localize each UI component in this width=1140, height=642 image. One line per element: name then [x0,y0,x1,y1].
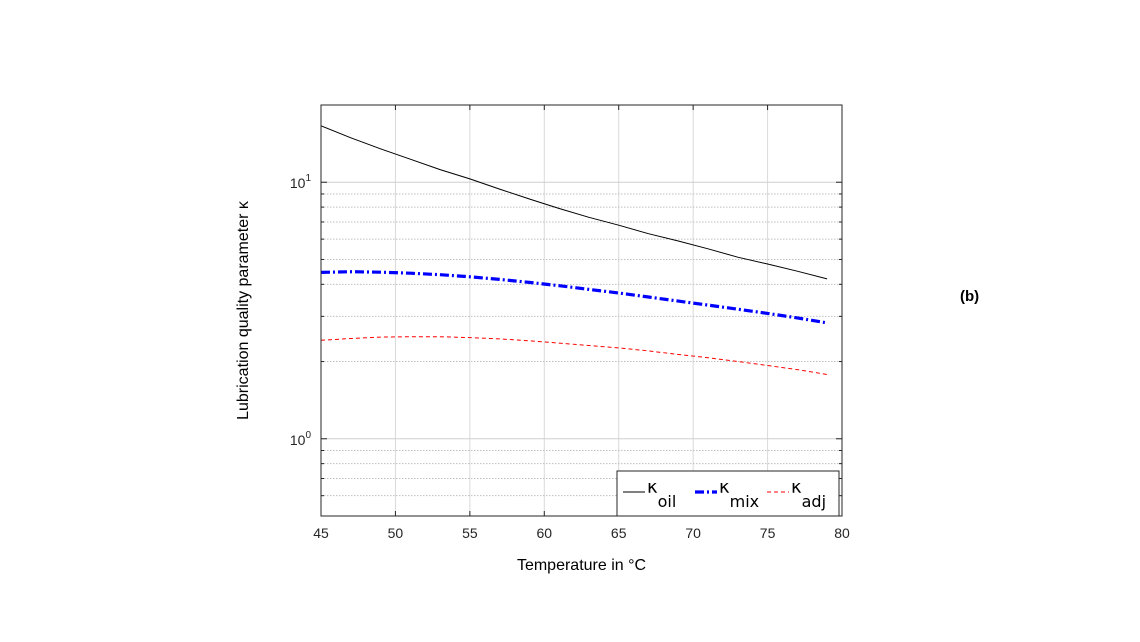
x-tick-label: 75 [760,525,776,541]
axes-frame [320,104,843,517]
y-tick-label: 101 [290,173,312,191]
x-tick-label: 80 [834,525,850,541]
grid-lines [320,104,843,517]
x-tick-label: 55 [462,525,478,541]
x-axis-label: Temperature in °C [517,557,646,574]
legend-label-adj: κadj [791,477,826,511]
x-tick-label: 60 [536,525,552,541]
series-line-oil [320,125,828,280]
axis-ticks: 45 50 55 60 65 70 75 80 100 101 [290,104,850,541]
x-tick-label: 45 [313,525,329,541]
x-tick-label: 50 [388,525,404,541]
legend-box [616,470,840,517]
series-lines [320,125,828,375]
x-tick-label: 70 [685,525,701,541]
legend-label-oil: κoil [647,477,676,511]
series-line-adj [320,336,828,375]
y-axis-label: Lubrication quality parameter κ [235,200,252,420]
legend: κoil κmix κadj [616,470,840,517]
legend-label-mix: κmix [719,477,759,511]
x-tick-label: 65 [611,525,627,541]
panel-label: (b) [960,288,980,305]
y-tick-label: 100 [290,430,312,448]
series-line-mix [320,270,828,325]
